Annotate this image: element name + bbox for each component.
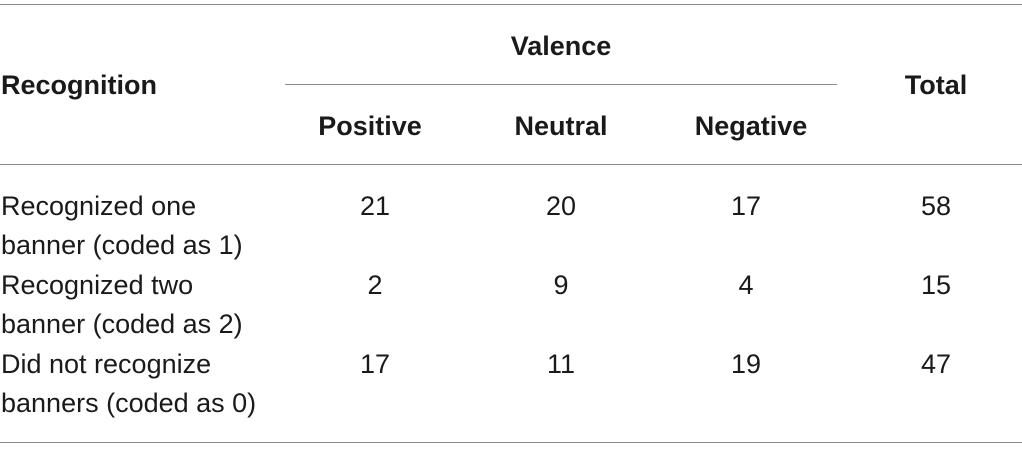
cell-positive: 17	[359, 349, 391, 379]
header-total: Total	[904, 70, 968, 100]
row-label-line: Recognized one	[1, 191, 197, 221]
row-label: Did not recognize banners (coded as 0)	[1, 345, 301, 423]
cell-negative: 4	[738, 270, 754, 300]
header-neutral: Neutral	[514, 111, 608, 141]
header-recognition: Recognition	[1, 70, 157, 100]
header-positive: Positive	[318, 111, 422, 141]
row-label: Recognized two banner (coded as 2)	[1, 266, 301, 344]
row-label-line: banner (coded as 2)	[1, 309, 243, 339]
row-label-line: Recognized two	[1, 270, 194, 300]
cell-negative: 17	[730, 191, 762, 221]
cell-total: 47	[920, 349, 952, 379]
header-valence: Valence	[510, 31, 612, 61]
header-bottom-rule	[0, 164, 1022, 165]
table-top-rule	[0, 4, 1022, 5]
cell-neutral: 20	[545, 191, 577, 221]
cell-positive: 21	[359, 191, 391, 221]
row-label: Recognized one banner (coded as 1)	[1, 187, 301, 265]
row-label-line: banners (coded as 0)	[1, 388, 257, 418]
cell-positive: 2	[367, 270, 383, 300]
header-negative: Negative	[694, 111, 808, 141]
table-bottom-rule	[0, 442, 1022, 443]
cell-neutral: 11	[546, 349, 576, 379]
cell-total: 15	[920, 270, 952, 300]
row-label-line: Did not recognize	[1, 349, 212, 379]
cell-neutral: 9	[553, 270, 569, 300]
valence-underline	[285, 84, 837, 85]
cell-negative: 19	[730, 349, 762, 379]
row-label-line: banner (coded as 1)	[1, 230, 243, 260]
cell-total: 58	[920, 191, 952, 221]
